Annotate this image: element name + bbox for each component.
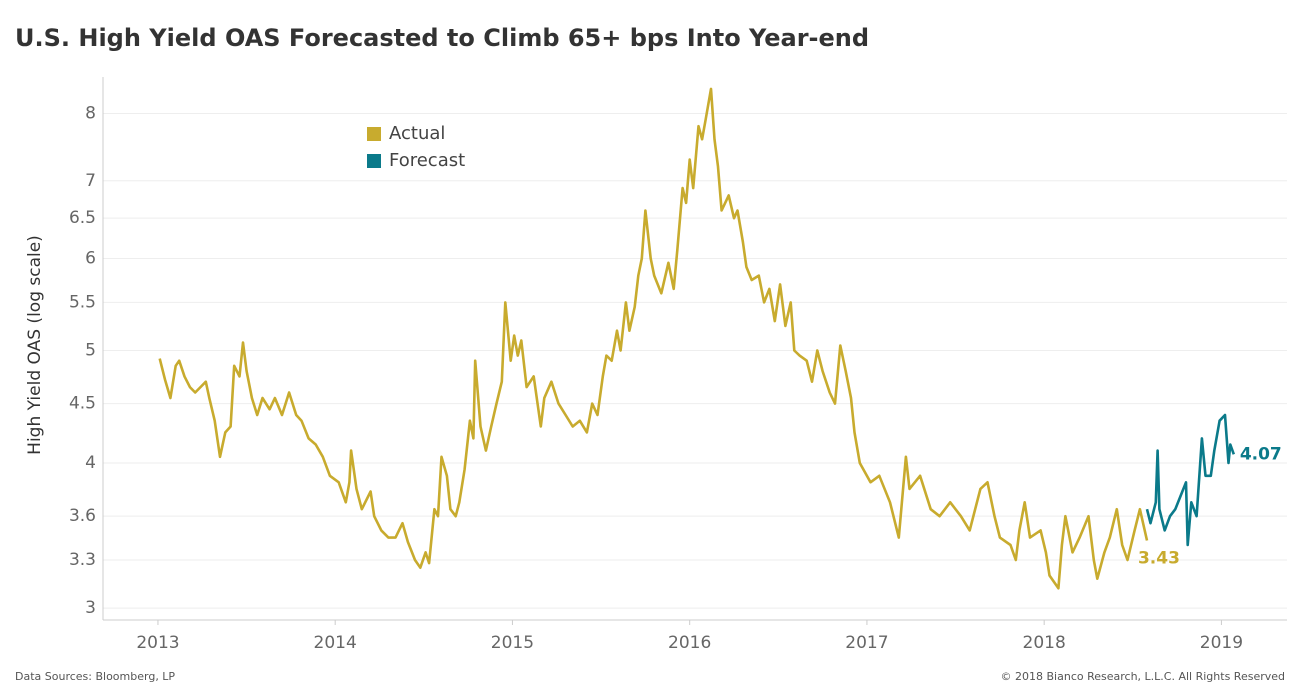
- y-tick-label: 3.6: [69, 506, 96, 526]
- y-tick-label: 6: [85, 249, 96, 269]
- y-tick-label: 3.3: [69, 550, 96, 570]
- y-tick-label: 7: [85, 171, 96, 191]
- copyright-note: © 2018 Bianco Research, L.L.C. All Right…: [1001, 670, 1285, 683]
- x-tick-label: 2014: [314, 633, 357, 653]
- x-tick-label: 2018: [1023, 633, 1066, 653]
- end-value-label: 3.43: [1138, 549, 1180, 569]
- chart-title: U.S. High Yield OAS Forecasted to Climb …: [15, 24, 869, 52]
- legend-label: Forecast: [389, 150, 465, 171]
- y-tick-label: 3: [85, 598, 96, 618]
- x-tick-label: 2015: [491, 633, 534, 653]
- x-tick-label: 2013: [136, 633, 179, 653]
- x-tick-label: 2019: [1200, 633, 1243, 653]
- y-axis-label: High Yield OAS (log scale): [25, 235, 45, 455]
- x-tick-label: 2016: [668, 633, 711, 653]
- y-tick-label: 6.5: [69, 208, 96, 228]
- source-note: Data Sources: Bloomberg, LP: [15, 670, 175, 683]
- y-tick-label: 4.5: [69, 394, 96, 414]
- y-tick-label: 4: [85, 453, 96, 473]
- y-tick-label: 5: [85, 340, 96, 360]
- legend-swatch: [367, 127, 381, 141]
- y-tick-label: 5.5: [69, 292, 96, 312]
- end-value-label: 4.07: [1240, 444, 1282, 464]
- legend-label: Actual: [389, 123, 445, 144]
- series-line: [158, 87, 1149, 590]
- x-tick-label: 2017: [845, 633, 888, 653]
- series-line: [1145, 413, 1236, 547]
- legend-swatch: [367, 154, 381, 168]
- y-tick-label: 8: [85, 103, 96, 123]
